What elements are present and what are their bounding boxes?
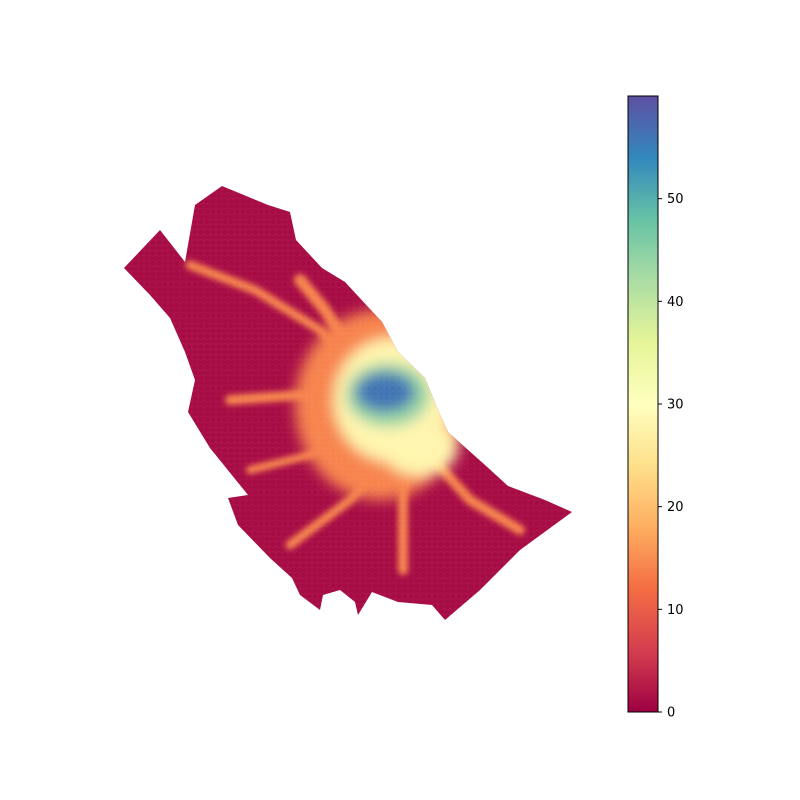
colorbar-ticks: 0 10 20 30 40 50	[658, 192, 684, 721]
colorbar-tick-label: 0	[667, 706, 675, 721]
colorbar-bar	[627, 95, 659, 713]
colorbar-tick-label: 10	[667, 603, 684, 618]
colorbar-tick-label: 20	[667, 500, 684, 515]
colorbar-tick-label: 30	[667, 398, 684, 413]
colorbar-tick-label: 40	[667, 295, 684, 310]
colorbar-tick-label: 50	[667, 192, 684, 207]
colorbar: 0 10 20 30 40 50	[627, 95, 684, 721]
